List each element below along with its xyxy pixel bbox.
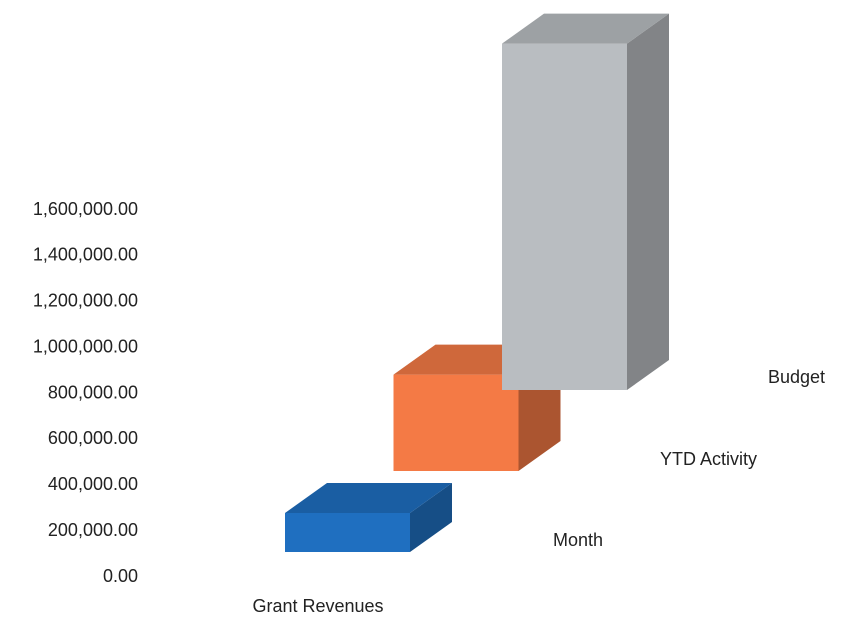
bar-side [410,483,452,552]
bar-front [502,43,627,391]
y-tick-label: 200,000.00 [48,520,138,540]
series-label: YTD Activity [660,449,757,469]
bar [502,13,669,391]
y-tick-label: 1,200,000.00 [33,291,138,311]
y-tick-label: 1,400,000.00 [33,245,138,265]
y-tick-label: 400,000.00 [48,474,138,494]
series-label: Month [553,530,603,550]
y-tick-label: 800,000.00 [48,382,138,402]
y-tick-label: 0.00 [103,566,138,586]
bar-top [502,13,669,44]
series-label: Budget [768,367,825,387]
x-tick-label: Grant Revenues [252,596,383,616]
bar-front [393,374,519,471]
bar [285,483,452,552]
bar-top [285,483,452,514]
y-tick-label: 600,000.00 [48,428,138,448]
y-tick-label: 1,600,000.00 [33,199,138,219]
bar-front [285,513,410,552]
bar-side [627,13,669,391]
y-tick-label: 1,000,000.00 [33,336,138,356]
